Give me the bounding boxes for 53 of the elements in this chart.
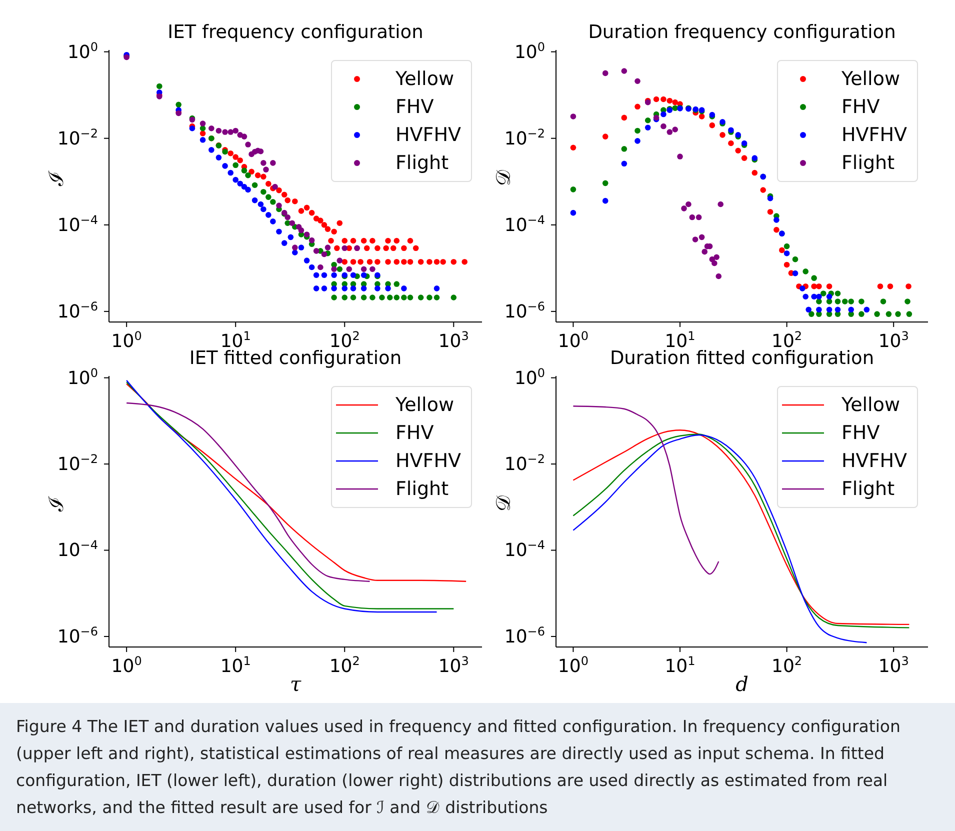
x-tick-label: 10$^{0}$	[558, 654, 588, 677]
x-tick-label: 10$^{3}$	[438, 329, 469, 352]
legend-label: Yellow	[396, 68, 454, 90]
legend-label: Flight	[842, 152, 895, 174]
y-tick-label: 10$^{−6}$	[57, 299, 98, 322]
y-tick-label: 10$^{−2}$	[57, 452, 98, 476]
legend-label: Yellow	[842, 68, 900, 90]
legend-label: Flight	[396, 152, 449, 174]
y-tick-label: 10$^{0}$	[67, 366, 98, 389]
chart-title: IET frequency configuration	[166, 22, 424, 43]
x-tick-label: 10$^{0}$	[111, 329, 142, 352]
legend-label: Yellow	[842, 394, 900, 416]
y-axis-title: ℐ	[44, 496, 68, 512]
y-tick-label: 10$^{−6}$	[504, 624, 545, 648]
legend-label: FHV	[842, 422, 880, 444]
y-tick-label: 10$^{−6}$	[504, 299, 545, 322]
y-tick-label: 10$^{−4}$	[504, 212, 545, 236]
legend-label: HVFHV	[396, 450, 461, 472]
caption: Figure 4 The IET and duration values used in frequency and fitted configuration. In frequency configuration (upper left and right), statistical estimations of real measures are directly used as input schema. In fitted configuration, IET (lower left), duration (lower right) distributions are used directly as estimated from real networks, and the fitted result are used for ℐ and 𝒟 distributions	[16, 716, 902, 819]
y-tick-label: 10$^{−2}$	[504, 452, 545, 476]
legend-label: FHV	[842, 96, 880, 118]
legend-label: HVFHV	[842, 450, 907, 472]
legend-label: FHV	[396, 422, 434, 444]
y-tick-label: 10$^{0}$	[67, 40, 98, 63]
legend-label: Flight	[396, 478, 449, 500]
x-tick-label: 10$^{3}$	[878, 329, 909, 352]
x-axis-title: d	[736, 672, 748, 696]
x-tick-label: 10$^{3}$	[878, 654, 909, 677]
x-tick-label: 10$^{2}$	[329, 654, 360, 677]
y-axis-title: ℐ	[44, 170, 68, 187]
x-tick-label: 10$^{2}$	[772, 654, 802, 677]
x-tick-label: 10$^{1}$	[220, 654, 251, 677]
x-tick-label: 10$^{0}$	[111, 654, 142, 677]
y-axis-title: 𝒟	[491, 496, 516, 512]
y-tick-label: 10$^{0}$	[514, 40, 545, 63]
y-tick-label: 10$^{−4}$	[57, 212, 98, 236]
chart-title: Duration frequency configuration	[587, 22, 897, 43]
y-axis-title: 𝒟	[491, 170, 516, 186]
x-tick-label: 10$^{0}$	[558, 329, 588, 352]
y-tick-label: 10$^{0}$	[514, 366, 545, 389]
y-tick-label: 10$^{−6}$	[57, 624, 98, 648]
y-tick-label: 10$^{−2}$	[504, 126, 545, 150]
y-tick-label: 10$^{−4}$	[504, 538, 545, 562]
legend-label: Flight	[842, 478, 895, 500]
legend-label: Yellow	[396, 394, 454, 416]
y-tick-label: 10$^{−2}$	[57, 126, 98, 150]
x-tick-label: 10$^{3}$	[438, 654, 469, 677]
legend-label: HVFHV	[842, 124, 907, 146]
x-axis-title: τ	[290, 672, 302, 696]
legend-label: HVFHV	[396, 124, 461, 146]
y-tick-label: 10$^{−4}$	[57, 538, 98, 562]
legend-label: FHV	[396, 96, 434, 118]
x-tick-label: 10$^{1}$	[664, 654, 696, 677]
